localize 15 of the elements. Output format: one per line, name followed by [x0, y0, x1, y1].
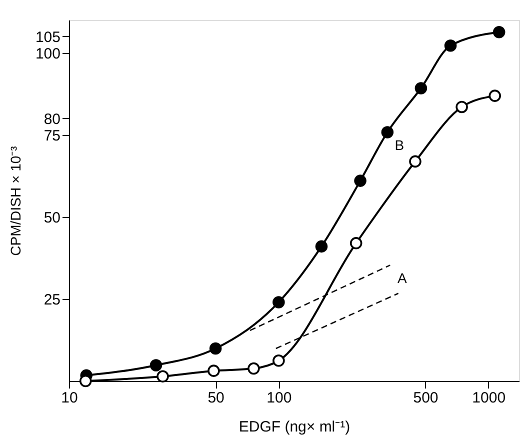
x-tick-label: 10: [61, 390, 78, 406]
annotation: A: [397, 270, 408, 286]
y-tick-label: 80: [44, 110, 60, 128]
y-tick-label: 25: [44, 291, 60, 308]
y-tick-label: 50: [44, 209, 60, 226]
y-tick-label: 105: [35, 28, 60, 46]
annotation: B: [394, 137, 404, 154]
x-tick-label: 1000: [472, 390, 506, 406]
x-tick-label: 500: [413, 390, 438, 406]
y-tick-label: 75: [44, 127, 60, 144]
y-tick-label: 100: [35, 45, 60, 62]
x-tick-label: 50: [208, 390, 224, 406]
y-axis-title: CPM/DISH × 10⁻³: [7, 146, 24, 256]
x-tick-label: 100: [266, 390, 292, 406]
x-axis-title: EDGF (ng× ml⁻¹): [238, 418, 350, 436]
